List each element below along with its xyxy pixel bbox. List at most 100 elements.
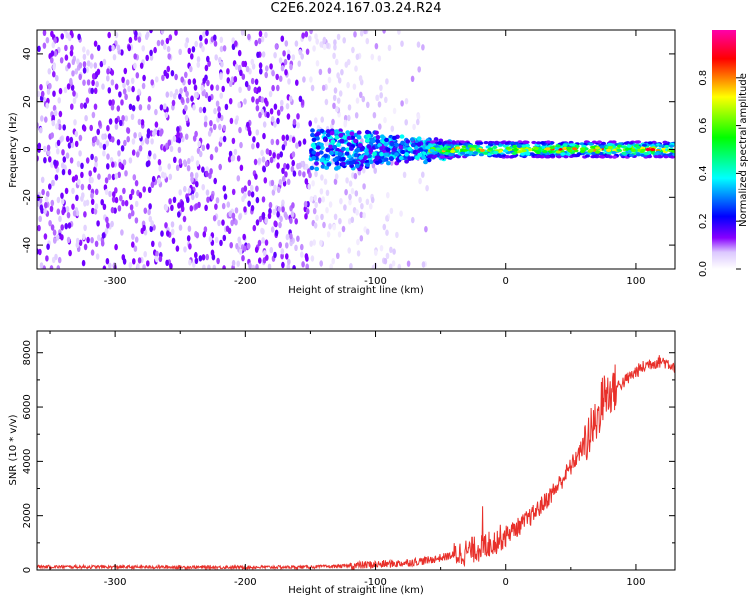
spectrogram-cell xyxy=(86,79,91,86)
spectrogram-cell xyxy=(270,179,275,187)
spectrogram-cell xyxy=(117,150,121,157)
spectrogram-cell xyxy=(255,129,260,136)
spectrogram-cell xyxy=(311,155,317,161)
spectrogram-cell xyxy=(258,62,263,69)
spectrogram-cell xyxy=(129,204,134,211)
spectrogram-cell xyxy=(78,62,83,69)
spectrogram-cell xyxy=(49,205,54,212)
spectrogram-cell xyxy=(84,115,88,122)
spectrogram-cell xyxy=(75,194,79,201)
spectrogram-cell xyxy=(237,49,242,57)
spectrogram-cell xyxy=(319,158,325,163)
spectrogram-cell xyxy=(110,206,115,214)
spectrogram-cell xyxy=(43,208,47,215)
spectrogram-cell xyxy=(175,164,180,171)
spectrogram-cell xyxy=(44,202,48,209)
spectrogram-cell xyxy=(195,191,199,199)
spectrogram-cell xyxy=(183,246,187,253)
spectrogram-cell xyxy=(183,185,187,193)
spectrogram-cell xyxy=(261,51,266,58)
spectrogram-cell xyxy=(127,85,131,93)
spectrogram-cell xyxy=(217,112,222,119)
spectrogram-cell xyxy=(323,178,328,185)
spectrogram-cell xyxy=(355,209,359,216)
spectrogram-cell xyxy=(194,40,198,48)
spectrogram-cell xyxy=(294,40,299,47)
spectrogram-cell xyxy=(131,233,135,240)
spectrogram-cell xyxy=(202,264,206,269)
spectrogram-cell xyxy=(204,64,209,72)
spectrogram-cell xyxy=(312,239,317,246)
spectrogram-cell xyxy=(83,200,87,207)
spectrogram-cell xyxy=(37,200,41,207)
spectrogram-cell xyxy=(43,157,47,164)
spectrogram-cell xyxy=(309,165,315,171)
spectrogram-cell xyxy=(400,100,404,107)
spectrogram-cell xyxy=(137,257,142,264)
spectrogram-cell xyxy=(170,221,175,228)
spectrogram-cells xyxy=(37,30,675,269)
spectrogram-cell xyxy=(222,265,226,269)
spectrogram-cell xyxy=(93,62,98,69)
spectrogram-cell xyxy=(254,173,258,180)
spectrogram-cell xyxy=(520,144,527,148)
spectrogram-cell xyxy=(66,83,71,90)
spectrogram-cell xyxy=(309,240,314,247)
spectrogram-cell xyxy=(416,142,422,147)
spectrogram-cell xyxy=(67,142,72,149)
spectrogram-cell xyxy=(149,30,153,34)
spectrogram-cell xyxy=(315,151,321,157)
spectrogram-cell xyxy=(310,143,316,148)
spectrogram-cell xyxy=(253,86,258,94)
spectrogram-cell xyxy=(147,208,151,216)
spectrogram-cell xyxy=(81,233,86,240)
spectrogram-cell xyxy=(102,143,107,151)
spectrogram-cell xyxy=(292,265,296,269)
spectrogram-cell xyxy=(326,162,332,167)
spectrogram-cell xyxy=(247,179,252,186)
spectrogram-cell xyxy=(159,130,163,137)
spectrogram-cell xyxy=(132,258,136,265)
spectrogram-cell xyxy=(418,177,422,185)
spectrogram-cell xyxy=(95,253,100,260)
spectrogram-cell xyxy=(323,137,328,142)
spectrogram-cell xyxy=(451,141,457,145)
spectrogram-cell xyxy=(588,142,594,146)
spectrogram-cell xyxy=(310,255,315,262)
spectrogram-cell xyxy=(343,121,348,128)
spectrogram-cell xyxy=(359,146,365,152)
spectrogram-cell xyxy=(647,141,653,145)
spectrogram-cell xyxy=(284,171,288,178)
spectrogram-cell xyxy=(196,61,201,68)
spectrogram-cell xyxy=(94,161,98,168)
spectrogram-cell xyxy=(255,196,260,204)
spectrogram-cell xyxy=(110,104,115,111)
spectrogram-cell xyxy=(151,240,155,247)
spectrogram-cell xyxy=(309,195,314,203)
spectrogram-cell xyxy=(281,175,286,183)
spectrogram-cell xyxy=(284,213,289,221)
spectrogram-cell xyxy=(227,156,232,163)
spectrogram-cell xyxy=(201,144,206,151)
spectrogram-cell xyxy=(80,183,85,191)
spectrogram-cell xyxy=(336,252,340,259)
spectrogram-cell xyxy=(165,142,169,149)
spectrogram-cell xyxy=(50,132,54,139)
spectrogram-cell xyxy=(44,116,48,123)
spectrogram-cell xyxy=(234,207,239,214)
spectrogram-cell xyxy=(511,151,517,156)
spectrogram-cell xyxy=(119,119,123,127)
spectrogram-cell xyxy=(106,222,110,229)
spectrogram-cell xyxy=(72,210,77,217)
spectrogram-cell xyxy=(289,63,293,71)
spectrogram-cell xyxy=(71,70,75,77)
spectrogram-cell xyxy=(262,166,267,173)
spectrogram-cell xyxy=(286,163,290,170)
spectrogram-cell xyxy=(80,162,84,169)
spectrogram-cell xyxy=(389,246,393,253)
spectrogram-cell xyxy=(600,141,607,145)
spectrogram-cell xyxy=(308,171,312,179)
spectrogram-cell xyxy=(297,140,302,147)
spectrogram-cell xyxy=(147,95,152,103)
spectrogram-cell xyxy=(337,231,342,238)
